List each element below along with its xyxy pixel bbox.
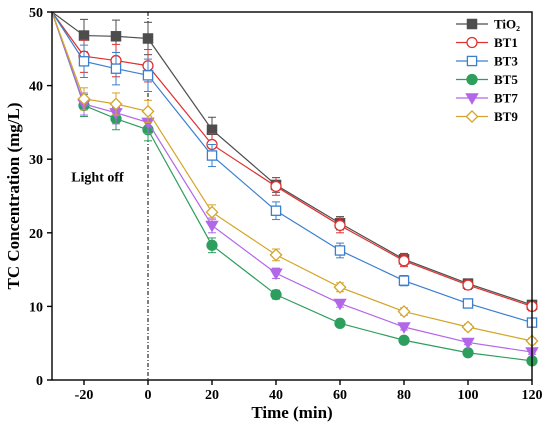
legend: TiO₂ BT1 BT3 BT5 BT7 BT9 xyxy=(456,17,520,124)
data-point xyxy=(462,298,474,309)
data-point xyxy=(206,239,218,251)
x-tick-label: 80 xyxy=(397,388,411,403)
legend-label: BT5 xyxy=(494,72,518,87)
legend-marker xyxy=(466,73,478,86)
series-layer xyxy=(51,11,539,367)
data-point xyxy=(206,150,218,161)
legend-label: BT1 xyxy=(494,35,518,50)
data-point xyxy=(398,255,410,267)
data-point xyxy=(77,92,91,106)
data-point xyxy=(270,205,282,216)
data-point xyxy=(398,334,410,346)
data-point xyxy=(142,70,154,81)
legend-item-bt7: BT7 xyxy=(456,91,518,106)
legend-item-bt1: BT1 xyxy=(456,35,518,50)
data-point xyxy=(462,279,474,291)
data-point xyxy=(109,97,123,111)
x-tick-label: 120 xyxy=(522,388,543,403)
legend-label: BT3 xyxy=(494,54,518,69)
data-point xyxy=(398,275,410,286)
y-tick-label: 30 xyxy=(29,153,43,168)
x-tick-label: 100 xyxy=(458,388,479,403)
data-point xyxy=(142,33,154,44)
data-point xyxy=(110,31,122,42)
series-line-bt7 xyxy=(51,11,533,353)
legend-marker xyxy=(466,36,478,49)
data-point xyxy=(461,320,475,334)
plot-frame xyxy=(51,11,533,381)
series-bt9 xyxy=(51,11,539,348)
light-off-annotation: Light off xyxy=(71,170,124,185)
legend-label: BT9 xyxy=(494,109,518,124)
data-point xyxy=(461,337,475,350)
series-line-bt1 xyxy=(51,11,533,307)
data-point xyxy=(397,322,411,334)
legend-marker xyxy=(466,18,478,30)
data-point xyxy=(78,30,90,41)
legend-item-tio: TiO₂ xyxy=(456,17,520,32)
axes-layer: -20 0 20 40 60 80 100 120 0 10 20 30 40 50 xyxy=(29,6,543,403)
legend-marker xyxy=(466,55,478,67)
x-tick-label: 20 xyxy=(205,388,219,403)
y-tick-label: 10 xyxy=(29,300,43,315)
legend-item-bt3: BT3 xyxy=(456,54,518,69)
data-point xyxy=(270,288,282,301)
series-bt5 xyxy=(51,11,538,367)
data-point xyxy=(141,104,155,118)
x-tick-label: 0 xyxy=(145,388,152,403)
x-tick-label: 60 xyxy=(333,388,347,403)
legend-label: BT7 xyxy=(494,91,518,106)
data-point xyxy=(334,245,346,256)
legend-item-bt5: BT5 xyxy=(456,72,518,87)
legend-label: TiO₂ xyxy=(494,17,520,32)
y-tick-label: 0 xyxy=(36,374,43,389)
series-line-bt5 xyxy=(51,11,533,362)
legend-item-bt9: BT9 xyxy=(456,109,518,124)
x-tick-label: -20 xyxy=(75,388,94,403)
data-point xyxy=(333,280,347,294)
data-point xyxy=(205,205,219,219)
series-bt7 xyxy=(51,11,539,359)
data-point xyxy=(397,305,411,319)
series-line-bt3 xyxy=(51,11,533,324)
series-bt1 xyxy=(51,11,538,313)
y-tick-label: 20 xyxy=(29,227,43,242)
data-point xyxy=(269,268,283,281)
data-point xyxy=(334,219,346,232)
y-tick-label: 50 xyxy=(29,6,43,21)
data-point xyxy=(110,63,122,74)
data-point xyxy=(334,317,346,329)
data-point xyxy=(78,56,90,67)
x-tick-label: 40 xyxy=(269,388,283,403)
legend-marker xyxy=(465,93,479,105)
y-axis-title: TC Concentration (mg/L) xyxy=(4,103,23,290)
data-point xyxy=(270,180,282,193)
data-point xyxy=(269,248,283,262)
series-line-tio xyxy=(51,11,533,306)
data-point xyxy=(333,298,347,311)
series-line-bt9 xyxy=(51,11,533,342)
legend-marker xyxy=(465,109,479,124)
x-axis-title: Time (min) xyxy=(251,403,332,422)
series-tio xyxy=(51,11,538,311)
data-point xyxy=(205,220,219,233)
y-tick-label: 40 xyxy=(29,80,43,95)
